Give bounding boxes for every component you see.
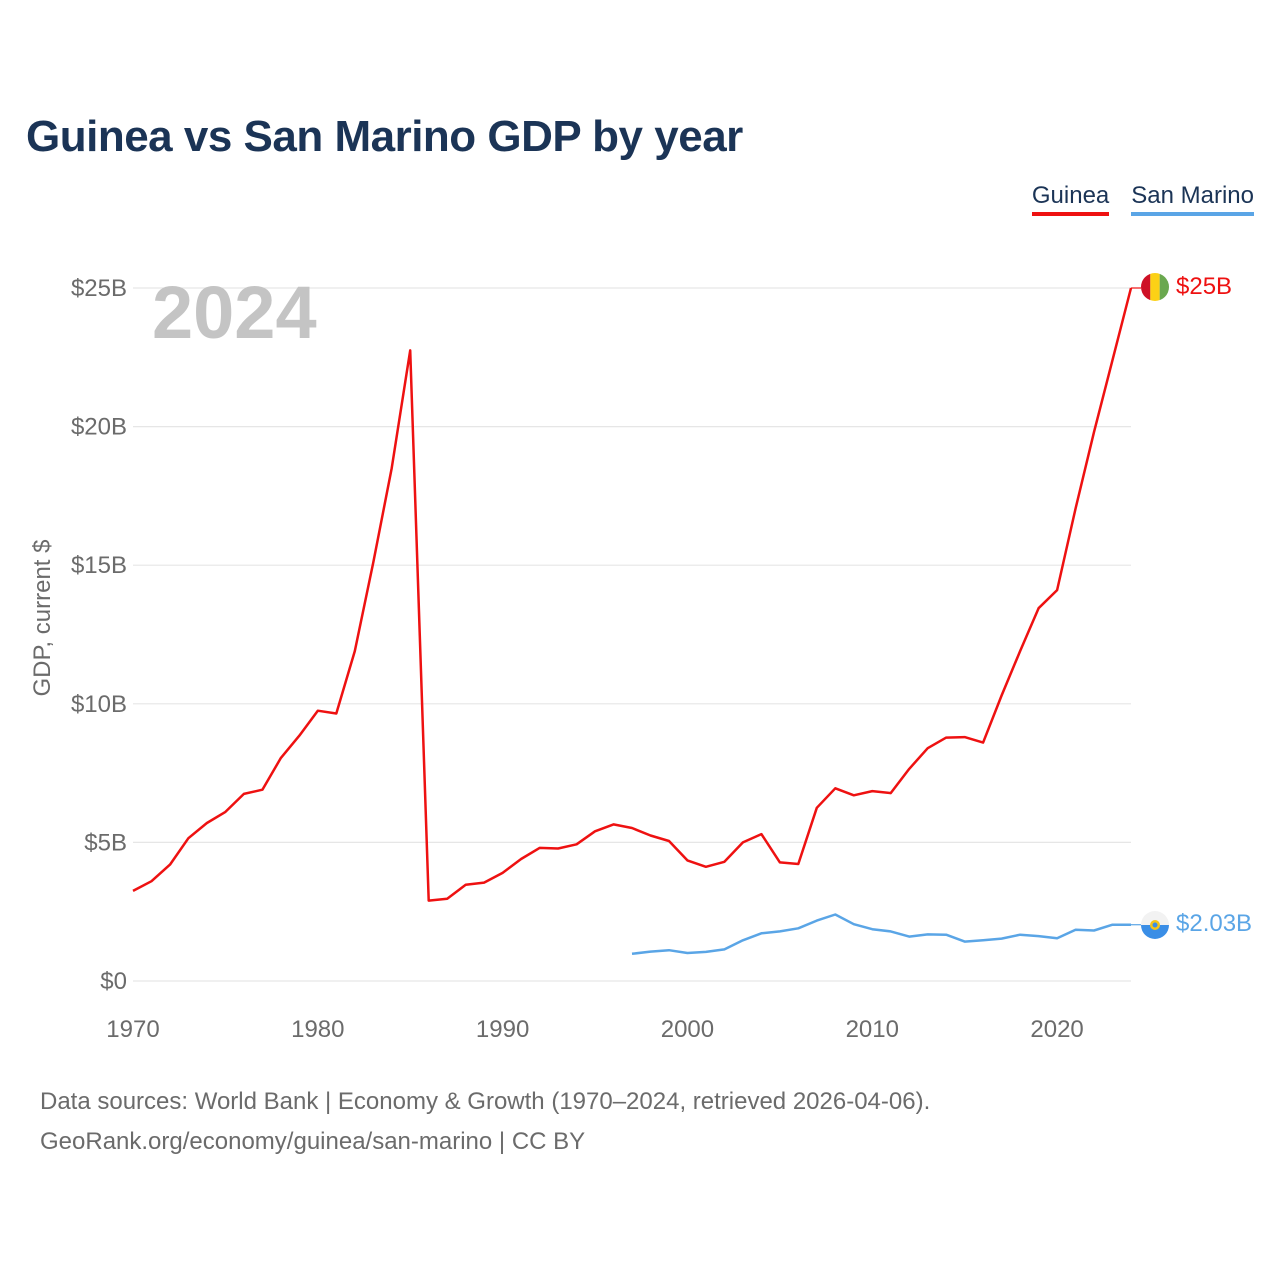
y-tick-label: $5B xyxy=(84,829,127,856)
san-marino-series-line xyxy=(631,913,1131,956)
legend: Guinea San Marino xyxy=(1031,182,1254,216)
guinea-series-line xyxy=(132,287,1133,902)
guinea-end-label: $25B xyxy=(1176,273,1232,300)
y-tick-label: $15B xyxy=(71,552,127,579)
y-axis-ticks: $0 $5B $10B $15B $20B $25B xyxy=(71,275,127,995)
x-tick-label: 1990 xyxy=(476,1016,529,1043)
chart-title: Guinea vs San Marino GDP by year xyxy=(26,112,743,161)
guinea-flag-icon xyxy=(1141,273,1169,301)
source-note: Data sources: World Bank | Economy & Gro… xyxy=(40,1082,930,1162)
x-tick-label: 1970 xyxy=(106,1016,159,1043)
san-marino-end-label: $2.03B xyxy=(1176,910,1252,937)
gridlines xyxy=(133,287,1131,982)
legend-item-san-marino[interactable]: San Marino xyxy=(1131,182,1254,216)
y-tick-label: $10B xyxy=(71,691,127,718)
y-tick-label: $20B xyxy=(71,414,127,441)
x-tick-label: 2020 xyxy=(1030,1016,1083,1043)
x-tick-label: 2010 xyxy=(846,1016,899,1043)
y-tick-label: $0 xyxy=(100,968,127,995)
y-tick-label: $25B xyxy=(71,275,127,302)
x-tick-label: 1980 xyxy=(291,1016,344,1043)
y-axis-label: GDP, current $ xyxy=(29,540,56,697)
source-line-2: GeoRank.org/economy/guinea/san-marino | … xyxy=(40,1128,586,1155)
san-marino-flag-icon xyxy=(1141,911,1169,939)
x-axis-ticks: 1970 1980 1990 2000 2010 2020 xyxy=(106,1016,1083,1043)
year-watermark: 2024 xyxy=(152,271,317,354)
x-tick-label: 2000 xyxy=(661,1016,714,1043)
series-layer xyxy=(132,287,1141,956)
legend-item-guinea[interactable]: Guinea xyxy=(1031,182,1110,216)
source-line-1: Data sources: World Bank | Economy & Gro… xyxy=(40,1088,931,1115)
